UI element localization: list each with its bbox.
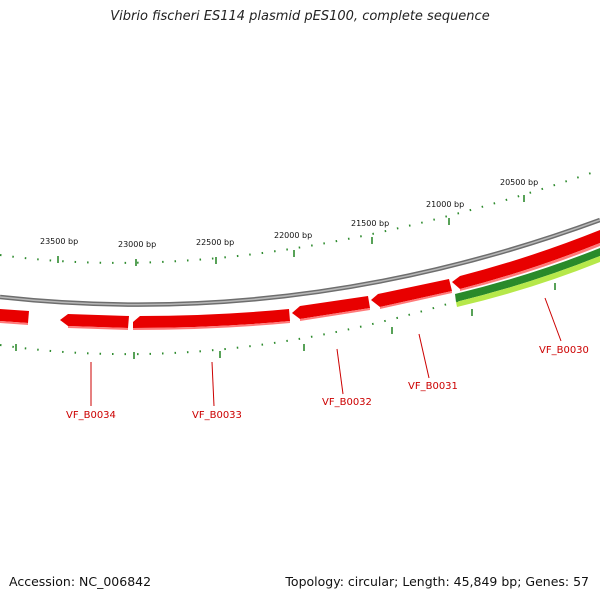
gene-label-vf-b0033: VF_B0033 (192, 410, 242, 421)
gene-label-vf-b0030: VF_B0030 (539, 345, 589, 356)
gene-label-vf-b0034: VF_B0034 (66, 410, 116, 421)
backbone (0, 217, 600, 307)
accession-text: Accession: NC_006842 (9, 574, 152, 589)
gene-arrow (60, 314, 129, 328)
gene-arrow (455, 248, 600, 302)
gene-arrow (133, 309, 290, 328)
map-title: Vibrio fischeri ES114 plasmid pES100, co… (110, 9, 490, 24)
gene-arrow (292, 296, 370, 319)
inner-ruler-ticks (15, 283, 556, 359)
ruler-label: 20500 bp (500, 178, 538, 187)
leader-lines (90, 297, 562, 407)
gene-arrows-red (0, 230, 600, 330)
gene-label-vf-b0032: VF_B0032 (322, 397, 372, 408)
ruler-label: 21500 bp (351, 219, 389, 228)
ruler-label: 22000 bp (274, 231, 312, 240)
ruler-label: 21000 bp (426, 200, 464, 209)
outer-ruler-labels: 23500 bp 23000 bp 22500 bp 22000 bp 2150… (40, 178, 538, 249)
gene-arrow-green (455, 248, 600, 307)
outer-ruler-ticks (57, 195, 525, 266)
ruler-label: 22500 bp (196, 238, 234, 247)
gene-labels: VF_B0034 VF_B0033 VF_B0032 VF_B0031 VF_B… (66, 345, 589, 421)
outer-ruler (0, 169, 600, 264)
ruler-label: 23000 bp (118, 240, 156, 249)
gene-arrow (452, 230, 600, 289)
gene-label-vf-b0031: VF_B0031 (408, 381, 458, 392)
ruler-label: 23500 bp (40, 237, 78, 246)
topology-summary-text: Topology: circular; Length: 45,849 bp; G… (285, 574, 589, 589)
gene-arrow (0, 309, 29, 323)
gene-arrow (371, 279, 452, 307)
